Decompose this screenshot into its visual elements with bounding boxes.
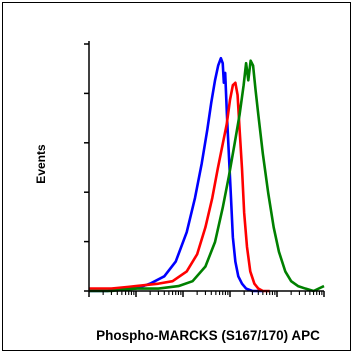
chart-frame (2, 2, 351, 351)
x-axis-label: Phospho-MARCKS (S167/170) APC (96, 328, 320, 343)
y-ticks (84, 43, 89, 292)
axes (84, 41, 325, 297)
series-line-3 (89, 59, 325, 293)
series-lines (89, 56, 325, 293)
x-ticks (88, 291, 325, 297)
series-line-1 (89, 56, 263, 293)
y-axis-label: Events (34, 144, 48, 184)
series-line-2 (89, 81, 270, 293)
